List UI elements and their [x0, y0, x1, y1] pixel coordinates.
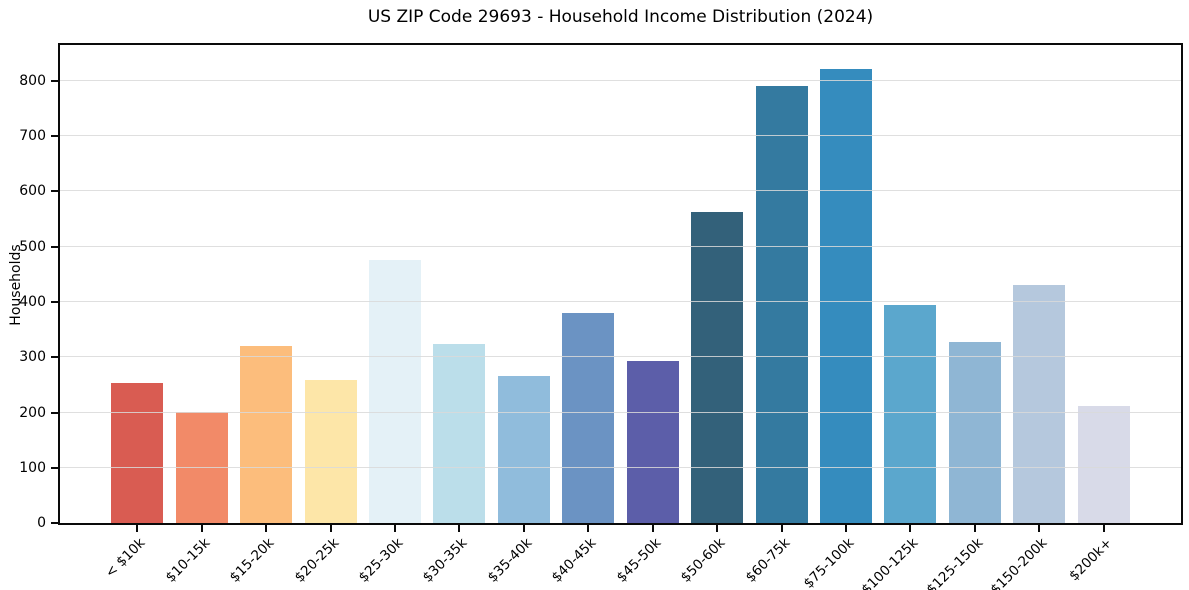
- bar: [240, 346, 293, 523]
- gridline: [60, 466, 1181, 468]
- y-tick: [51, 190, 58, 193]
- gridline: [60, 245, 1181, 247]
- x-tick: [393, 525, 396, 532]
- y-tick: [51, 79, 58, 82]
- bar: [304, 380, 357, 523]
- y-tick: [51, 245, 58, 248]
- bar: [111, 383, 164, 523]
- gridline: [60, 79, 1181, 81]
- gridline: [60, 411, 1181, 413]
- gridline: [60, 135, 1181, 137]
- x-tick: [200, 525, 203, 532]
- x-tick: [651, 525, 654, 532]
- y-tick-label: 800: [19, 72, 46, 89]
- y-tick-label: 100: [19, 459, 46, 476]
- x-tick-label: < $10k: [102, 535, 149, 582]
- bar: [626, 361, 679, 523]
- y-tick-label: 600: [19, 183, 46, 200]
- y-tick-label: 0: [37, 515, 46, 531]
- x-tick: [1102, 525, 1105, 532]
- gridline: [60, 301, 1181, 302]
- y-tick-label: 700: [19, 128, 46, 145]
- bar: [820, 68, 873, 523]
- y-tick: [51, 522, 58, 524]
- bar: [755, 86, 808, 523]
- y-tick-label: 200: [19, 404, 46, 421]
- bar: [1077, 405, 1130, 523]
- y-tick-label: 500: [19, 238, 46, 255]
- bar: [433, 344, 486, 523]
- x-tick: [136, 525, 139, 532]
- y-tick-label: 300: [19, 349, 46, 366]
- chart-title: US ZIP Code 29693 - Household Income Dis…: [367, 7, 874, 27]
- x-tick: [1038, 525, 1041, 532]
- bar: [368, 260, 421, 523]
- gridline: [60, 190, 1181, 192]
- y-tick: [51, 135, 58, 138]
- bar: [497, 375, 550, 523]
- bar: [948, 341, 1001, 523]
- bar: [1013, 284, 1066, 523]
- x-tick: [973, 525, 976, 532]
- x-tick: [909, 525, 912, 532]
- y-tick-label: 400: [19, 294, 46, 310]
- x-tick: [845, 525, 848, 532]
- bar: [562, 312, 615, 523]
- bar: [884, 305, 937, 523]
- gridline: [60, 356, 1181, 358]
- plot-area: 0 100 200 300 400 500 600 700 800 < $10k $10-15k $1…: [19, 43, 1183, 590]
- x-tick: [522, 525, 525, 532]
- x-tick: [587, 525, 590, 532]
- x-tick: [458, 525, 461, 532]
- x-tick: [780, 525, 783, 532]
- x-tick: [716, 525, 719, 532]
- bar: [691, 212, 744, 523]
- y-tick: [51, 466, 58, 469]
- x-tick: [329, 525, 332, 532]
- y-tick: [51, 411, 58, 414]
- x-tick: [265, 525, 268, 532]
- y-tick: [51, 356, 58, 359]
- y-tick: [51, 301, 58, 303]
- y-axis-label: Households: [8, 244, 24, 326]
